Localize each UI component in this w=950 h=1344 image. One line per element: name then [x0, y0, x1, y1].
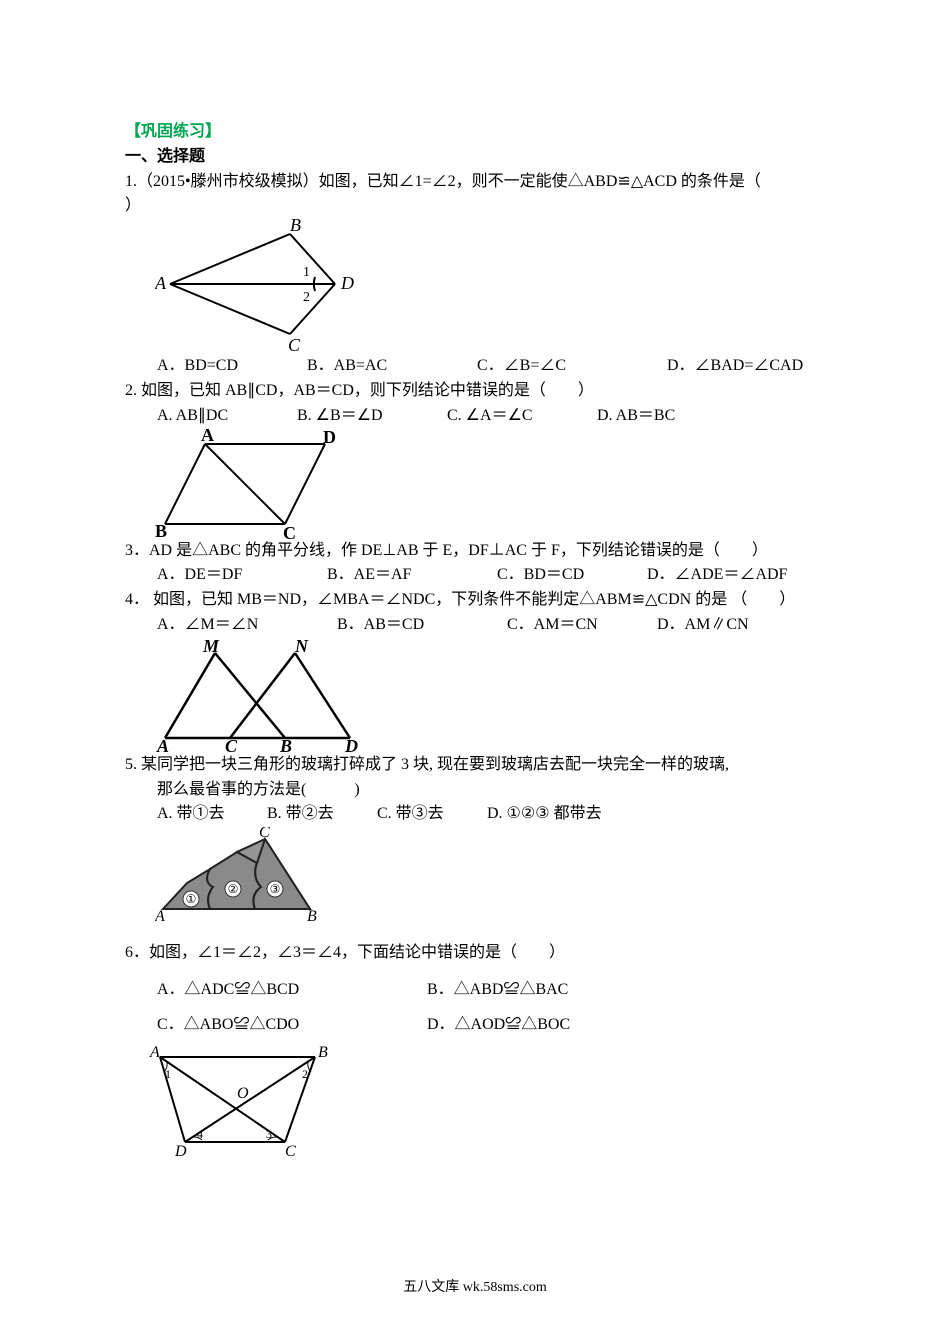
q5-options: A. 带①去 B. 带②去 C. 带③去 D. ①②③ 都带去: [157, 802, 825, 827]
q6-label-o: O: [237, 1085, 249, 1102]
q2-label-a: A: [201, 429, 214, 445]
q6-label-d: D: [174, 1143, 187, 1160]
q2-options: A. AB∥DC B. ∠B＝∠D C. ∠A＝∠C D. AB＝BC: [157, 404, 825, 429]
q6-stem: 6．如图，∠1＝∠2，∠3＝∠4，下面结论中错误的是（ ）: [125, 941, 825, 966]
q5-stem-line1: 5. 某同学把一块三角形的玻璃打碎成了 3 块, 现在要到玻璃店去配一块完全一样…: [125, 753, 825, 778]
q1-opt-b: B．AB=AC: [307, 354, 477, 379]
q6-options-row1: A．△ADC≌△BCD B．△ABD≌△BAC: [157, 972, 825, 1007]
q3-opt-a: A．DE＝DF: [157, 563, 327, 588]
q2-label-c: C: [283, 523, 296, 539]
q3-options: A．DE＝DF B．AE＝AF C．BD＝CD D．∠ADE＝∠ADF: [157, 563, 825, 588]
q6-opt-b: B．△ABD≌△BAC: [427, 972, 568, 1007]
q1-label-b: B: [290, 219, 301, 235]
q1-angle-1: 1: [303, 265, 310, 280]
q5-opt-d: D. ①②③ 都带去: [487, 802, 602, 827]
q5-opt-b: B. 带②去: [267, 802, 377, 827]
q1-angle-2: 2: [303, 290, 310, 305]
q1-opt-a: A．BD=CD: [157, 354, 307, 379]
q5-piece-1: ①: [186, 892, 197, 906]
q3-opt-b: B．AE＝AF: [327, 563, 497, 588]
q5-label-c: C: [259, 827, 270, 841]
q1-stem-line2: ）: [125, 194, 825, 219]
q2-opt-b: B. ∠B＝∠D: [297, 404, 447, 429]
q1-options: A．BD=CD B．AB=AC C．∠B=∠C D．∠BAD=∠CAD: [157, 354, 825, 379]
q6-opt-c: C．△ABO≌△CDO: [157, 1007, 427, 1042]
q2-opt-c: C. ∠A＝∠C: [447, 404, 597, 429]
q1-stem-line1: 1.（2015•滕州市校级模拟）如图，已知∠1=∠2，则不一定能使△ABD≌△A…: [125, 170, 825, 195]
q2-opt-d: D. AB＝BC: [597, 404, 675, 429]
q5-piece-2: ②: [228, 882, 239, 896]
q4-label-d: D: [344, 736, 358, 753]
q1-opt-d: D．∠BAD=∠CAD: [667, 354, 803, 379]
page-content: 【巩固练习】 一、选择题 1.（2015•滕州市校级模拟）如图，已知∠1=∠2，…: [125, 120, 825, 1162]
q6-opt-d: D．△AOD≌△BOC: [427, 1007, 570, 1042]
q4-figure: A C B D M N: [155, 638, 825, 753]
q5-stem-line2: 那么最省事的方法是( ): [157, 778, 825, 803]
q5-label-b: B: [307, 908, 317, 925]
q4-opt-a: A．∠M＝∠N: [157, 613, 337, 638]
q2-opt-a: A. AB∥DC: [157, 404, 297, 429]
q1-opt-c: C．∠B=∠C: [477, 354, 667, 379]
q3-stem: 3．AD 是△ABC 的角平分线，作 DE⊥AB 于 E，DF⊥AC 于 F，下…: [125, 539, 825, 564]
q5-piece-3: ③: [270, 882, 281, 896]
q6-label-a: A: [149, 1044, 160, 1061]
q2-figure: A D B C: [155, 429, 825, 539]
q4-label-a: A: [156, 736, 169, 753]
q4-label-b: B: [279, 736, 292, 753]
q5-figure: ① ② ③ A B C: [155, 827, 825, 927]
section-header: 【巩固练习】: [125, 120, 825, 145]
q4-opt-c: C．AM＝CN: [507, 613, 657, 638]
q1-label-d: D: [340, 273, 354, 293]
q2-stem: 2. 如图，已知 AB∥CD，AB＝CD，则下列结论中错误的是（ ）: [125, 379, 825, 404]
page-footer: 五八文库 wk.58sms.com: [0, 1276, 950, 1296]
q1-figure: A B C D 1 2: [155, 219, 825, 354]
q5-opt-c: C. 带③去: [377, 802, 487, 827]
q6-label-b: B: [318, 1044, 328, 1061]
q4-label-n: N: [294, 638, 309, 656]
q6-angle-2: 2: [302, 1067, 308, 1081]
q6-options-row2: C．△ABO≌△CDO D．△AOD≌△BOC: [157, 1007, 825, 1042]
q3-opt-d: D．∠ADE＝∠ADF: [647, 563, 787, 588]
q5-label-a: A: [155, 908, 165, 925]
q6-figure: A B C D O 1 2 3 4: [145, 1042, 825, 1162]
q6-opt-a: A．△ADC≌△BCD: [157, 972, 427, 1007]
q4-label-c: C: [225, 736, 238, 753]
q4-opt-d: D．AM∥CN: [657, 613, 749, 638]
subsection-header: 一、选择题: [125, 145, 825, 170]
q4-opt-b: B．AB＝CD: [337, 613, 507, 638]
q5-opt-a: A. 带①去: [157, 802, 267, 827]
q4-options: A．∠M＝∠N B．AB＝CD C．AM＝CN D．AM∥CN: [157, 613, 825, 638]
q1-label-c: C: [288, 335, 301, 354]
q3-opt-c: C．BD＝CD: [497, 563, 647, 588]
q1-label-a: A: [155, 273, 167, 293]
spacer: [125, 927, 825, 941]
q4-stem: 4． 如图，已知 MB＝ND，∠MBA＝∠NDC，下列条件不能判定△ABM≌△C…: [125, 588, 825, 613]
q4-label-m: M: [202, 638, 220, 656]
q2-label-d: D: [323, 429, 336, 447]
q6-label-c: C: [285, 1143, 296, 1160]
q2-label-b: B: [155, 521, 167, 539]
